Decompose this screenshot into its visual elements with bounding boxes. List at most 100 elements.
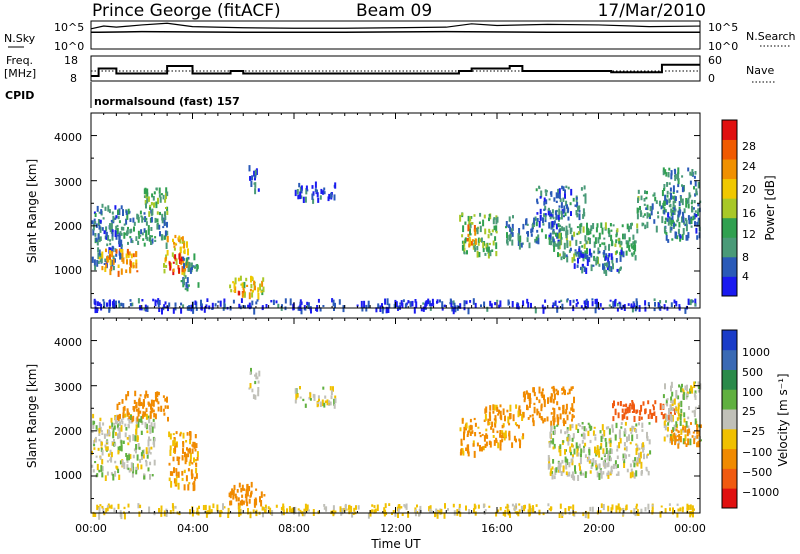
- scatter-cell: [590, 425, 593, 430]
- scatter-cell: [478, 432, 481, 435]
- scatter-cell: [144, 411, 147, 416]
- scatter-cell: [573, 253, 576, 260]
- scatter-cell: [151, 193, 154, 198]
- scatter-cell: [565, 225, 568, 233]
- scatter-cell: [529, 414, 532, 418]
- scatter-cell: [91, 464, 94, 468]
- scatter-cell: [630, 243, 633, 247]
- scatter-cell: [244, 305, 246, 309]
- scatter-cell: [505, 226, 507, 229]
- scatter-cell: [114, 301, 117, 308]
- scatter-cell: [112, 431, 115, 439]
- scatter-cell: [104, 206, 107, 211]
- scatter-cell: [567, 186, 570, 190]
- scatter-cell: [317, 510, 320, 513]
- scatter-cell: [576, 264, 579, 268]
- scatter-cell: [666, 182, 669, 187]
- scatter-cell: [486, 247, 489, 252]
- scatter-cell: [154, 392, 157, 398]
- scatter-cell: [431, 298, 434, 304]
- scatter-cell: [249, 511, 252, 519]
- scatter-cell: [670, 217, 673, 220]
- scatter-cell: [259, 496, 261, 503]
- scatter-cell: [565, 462, 568, 470]
- scatter-cell: [112, 246, 115, 250]
- scatter-cell: [91, 256, 94, 263]
- scatter-cell: [467, 307, 470, 315]
- scatter-cell: [142, 411, 145, 418]
- scatter-cell: [158, 508, 160, 513]
- scatter-cell: [119, 460, 122, 465]
- scatter-cell: [138, 399, 141, 405]
- scatter-cell: [543, 201, 546, 206]
- scatter-cell: [554, 468, 557, 475]
- scatter-cell: [255, 372, 258, 380]
- scatter-cell: [557, 241, 560, 247]
- scatter-cell: [219, 300, 222, 307]
- scatter-cell: [192, 482, 195, 485]
- scatter-cell: [690, 225, 693, 228]
- scatter-cell: [206, 298, 209, 302]
- scatter-cell: [295, 393, 298, 400]
- scatter-cell: [558, 300, 561, 303]
- scatter-cell: [584, 250, 587, 256]
- scatter-cell: [300, 189, 303, 194]
- scatter-cell: [158, 224, 161, 230]
- scatter-cell: [626, 407, 629, 410]
- scatter-cell: [603, 242, 606, 246]
- scatter-cell: [120, 205, 123, 210]
- scatter-cell: [619, 251, 622, 256]
- scatter-cell: [149, 452, 152, 455]
- scatter-cell: [675, 390, 678, 397]
- scatter-cell: [330, 390, 333, 396]
- scatter-cell: [331, 298, 334, 303]
- scatter-cell: [578, 210, 581, 213]
- scatter-cell: [558, 406, 561, 410]
- scatter-cell: [674, 433, 677, 437]
- scatter-cell: [547, 463, 550, 470]
- scatter-cell: [195, 459, 197, 462]
- scatter-cell: [640, 508, 643, 513]
- scatter-cell: [566, 459, 569, 465]
- scatter-cell: [98, 302, 101, 307]
- scatter-cell: [152, 196, 155, 201]
- scatter-cell: [466, 434, 469, 437]
- scatter-cell: [414, 299, 417, 303]
- scatter-cell: [698, 430, 701, 437]
- scatter-cell: [693, 175, 696, 179]
- scatter-cell: [492, 428, 495, 433]
- scatter-cell: [674, 175, 677, 181]
- scatter-cell: [660, 205, 663, 210]
- scatter-cell: [103, 301, 106, 308]
- scatter-cell: [674, 170, 677, 175]
- scatter-cell: [256, 376, 259, 380]
- scatter-cell: [582, 265, 585, 268]
- scatter-cell: [568, 462, 571, 468]
- scatter-cell: [566, 298, 569, 301]
- scatter-cell: [689, 504, 692, 510]
- scatter-cell: [671, 195, 674, 200]
- scatter-cell: [121, 257, 124, 262]
- scatter-cell: [571, 413, 574, 419]
- scatter-cell: [653, 219, 656, 224]
- scatter-cell: [522, 433, 525, 439]
- scatter-cell: [178, 267, 181, 274]
- scatter-cell: [118, 432, 121, 439]
- scatter-cell: [608, 261, 611, 268]
- scatter-cell: [639, 451, 642, 459]
- scatter-cell: [607, 475, 610, 479]
- xtick-0400: 04:00: [177, 522, 209, 535]
- scatter-cell: [593, 250, 596, 254]
- scatter-cell: [296, 393, 299, 398]
- scatter-cell: [669, 404, 672, 410]
- scatter-cell: [682, 211, 684, 216]
- scatter-cell: [96, 473, 99, 477]
- scatter-cell: [626, 416, 629, 420]
- scatter-cell: [609, 223, 612, 227]
- scatter-cell: [250, 481, 253, 488]
- scatter-cell: [604, 462, 607, 469]
- scatter-cell: [416, 511, 419, 514]
- scatter-cell: [250, 275, 252, 283]
- scatter-cell: [140, 464, 143, 470]
- scatter-cell: [254, 169, 257, 176]
